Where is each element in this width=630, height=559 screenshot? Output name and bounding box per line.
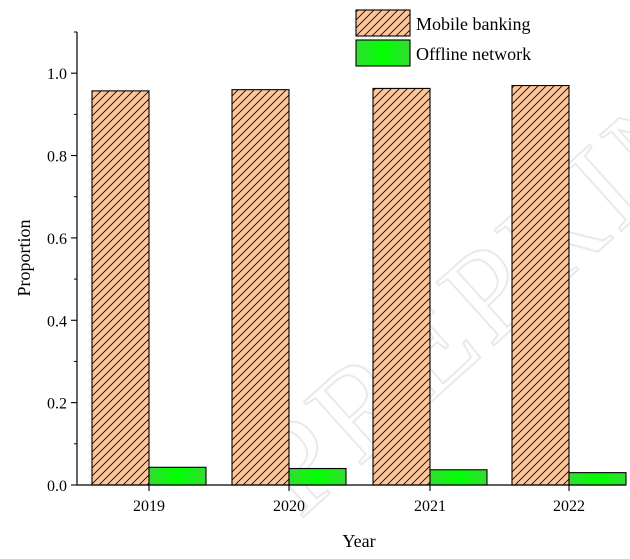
y-tick-label: 0.0 [47, 478, 67, 495]
bar-mobile-banking-2021 [372, 87, 431, 486]
x-tick-label: 2020 [273, 498, 305, 515]
bar-mobile-banking-2020 [231, 89, 290, 486]
bar-offline-network-2022 [568, 472, 627, 486]
legend-label: Offline network [416, 44, 531, 64]
bar-mobile-banking-2022 [511, 84, 570, 486]
y-tick-label: 0.4 [47, 313, 67, 330]
y-tick-label: 0.6 [47, 231, 67, 248]
x-tick-label: 2021 [414, 498, 446, 515]
y-tick-label: 0.8 [47, 149, 67, 166]
legend-swatch-mobile-banking [355, 9, 411, 37]
y-tick-label: 0.2 [47, 396, 67, 413]
bar-mobile-banking-2019 [91, 90, 150, 486]
legend-label: Mobile banking [416, 14, 531, 34]
x-tick-label: 2019 [133, 498, 165, 515]
y-axis-title: Proportion [14, 219, 34, 296]
legend-swatch-offline-network [355, 39, 411, 67]
bar-offline-network-2020 [288, 467, 347, 486]
bar-offline-network-2019 [148, 466, 207, 486]
x-tick-label: 2022 [553, 498, 585, 515]
x-axis-title: Year [342, 531, 375, 551]
y-tick-label: 1.0 [47, 66, 67, 83]
bar-offline-network-2021 [429, 469, 488, 486]
